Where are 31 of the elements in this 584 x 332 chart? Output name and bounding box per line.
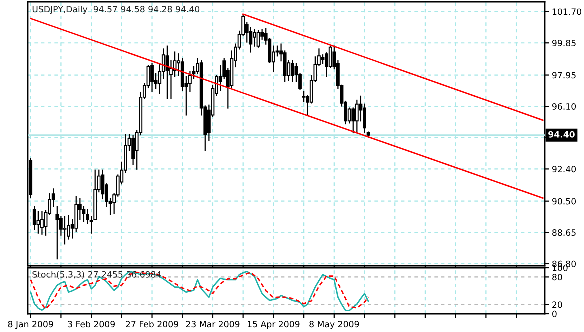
candlestick bbox=[352, 108, 356, 134]
y-tick-label: 80 bbox=[552, 274, 562, 281]
y-tick-label: 99.85 bbox=[552, 40, 576, 47]
candlestick bbox=[290, 60, 294, 82]
candlestick bbox=[302, 90, 306, 102]
y-tick-label: 101.70 bbox=[552, 8, 582, 16]
x-tick-label: 3 Feb 2009 bbox=[68, 320, 116, 328]
x-tick-label: 23 Mar 2009 bbox=[186, 321, 240, 328]
x-tick-label: 15 Apr 2009 bbox=[248, 321, 300, 330]
candlestick bbox=[32, 206, 36, 230]
x-tick-label: 8 Jan 2009 bbox=[8, 321, 54, 330]
y-tick-label: 92.40 bbox=[552, 166, 576, 173]
y-tick-label: 20 bbox=[552, 302, 562, 308]
candlestick bbox=[355, 100, 359, 134]
y-tick-label: 88.65 bbox=[552, 230, 576, 236]
y-tick-label: 90.50 bbox=[552, 198, 576, 205]
x-tick-label: 8 May 2009 bbox=[310, 321, 360, 330]
y-tick-label: 97.95 bbox=[552, 72, 576, 79]
candlestick bbox=[253, 29, 256, 47]
x-tick-label: 27 Feb 2009 bbox=[126, 320, 178, 328]
candlestick bbox=[56, 206, 60, 260]
candlestick bbox=[40, 211, 44, 235]
y-tick-label: 0 bbox=[552, 310, 557, 318]
candlestick bbox=[36, 211, 40, 234]
candlestick bbox=[166, 46, 170, 100]
chart-title: USDJPY,Daily 94.57 94.58 94.28 94.40 bbox=[32, 6, 200, 14]
ref-line-label: 94.40 bbox=[548, 131, 575, 138]
candlestick bbox=[63, 216, 67, 245]
candlestick bbox=[150, 63, 154, 92]
candlestick bbox=[256, 30, 260, 48]
y-tick-label: 96.10 bbox=[552, 103, 576, 110]
